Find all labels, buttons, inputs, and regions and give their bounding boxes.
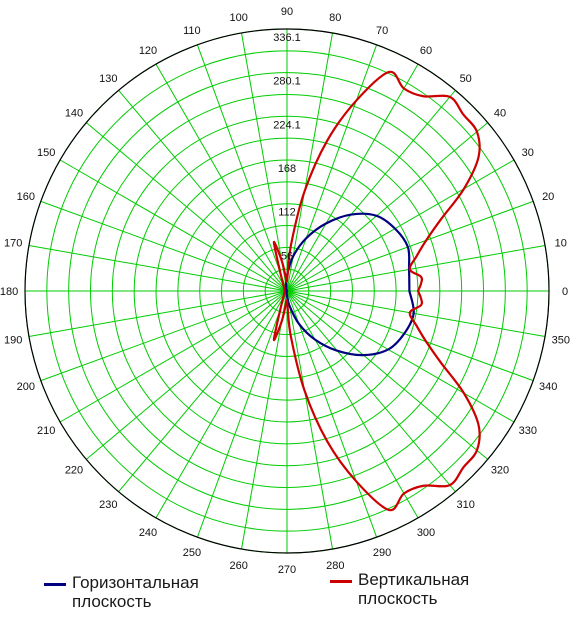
angular-grid-spoke <box>85 122 288 292</box>
legend-entry-vertical: Вертикальная плоскость <box>330 570 558 608</box>
angular-grid-spoke <box>241 32 288 292</box>
angular-grid-spoke <box>286 290 534 382</box>
angular-grid-spoke <box>59 159 288 292</box>
angular-tick-label: 0 <box>562 286 568 298</box>
angular-grid-spoke <box>286 122 489 292</box>
angular-tick-label: 180 <box>0 286 18 298</box>
angular-tick-label: 330 <box>519 425 537 437</box>
series-layer <box>272 70 481 512</box>
angular-tick-label: 130 <box>99 73 117 85</box>
angular-tick-label: 250 <box>183 547 201 559</box>
angular-tick-label: 140 <box>65 107 83 119</box>
angular-grid-spoke <box>85 290 288 460</box>
angular-grid-spoke <box>286 290 378 538</box>
angular-tick-label: 70 <box>376 25 388 37</box>
angular-grid-spoke <box>155 63 288 292</box>
angular-tick-label: 150 <box>37 147 55 159</box>
radial-tick-label: 280.1 <box>273 76 301 88</box>
angular-tick-label: 320 <box>491 465 509 477</box>
angular-tick-label: 10 <box>555 238 567 250</box>
angular-grid-spoke <box>286 159 515 292</box>
legend-label-horizontal-line2: плоскость <box>72 592 152 611</box>
angular-grid-spoke <box>286 200 534 292</box>
angular-grid-spoke <box>118 290 288 493</box>
angular-grid-spoke <box>286 245 546 292</box>
angular-tick-label: 300 <box>417 527 435 539</box>
angular-grid-spoke <box>286 63 419 292</box>
angular-tick-label: 260 <box>230 560 248 572</box>
angular-grid-spoke <box>286 290 419 519</box>
angular-grid-spoke <box>286 290 489 460</box>
angular-tick-label: 110 <box>183 25 201 37</box>
angular-tick-label: 220 <box>65 465 83 477</box>
angular-tick-label: 80 <box>329 12 341 24</box>
legend-swatch-vertical <box>330 580 352 583</box>
angular-tick-label: 240 <box>139 527 157 539</box>
angular-tick-label: 200 <box>17 381 35 393</box>
angular-tick-label: 270 <box>278 564 296 576</box>
angular-tick-label: 310 <box>457 499 475 511</box>
angular-grid-spoke <box>118 89 288 292</box>
legend-label-horizontal: Горизонтальная плоскость <box>72 573 272 611</box>
angular-grid-spoke <box>286 89 456 292</box>
angular-grid-spoke <box>155 290 288 519</box>
legend-entry-horizontal: Горизонтальная плоскость <box>44 573 272 611</box>
angular-tick-label: 40 <box>494 107 506 119</box>
angular-grid-spoke <box>286 290 333 550</box>
angular-tick-label: 90 <box>281 6 293 18</box>
angular-tick-label: 350 <box>552 334 570 346</box>
angular-grid-spoke <box>28 245 288 292</box>
angular-tick-label: 280 <box>326 560 344 572</box>
angular-grid-spoke <box>286 44 378 292</box>
angular-grid-spoke <box>286 32 333 292</box>
radial-tick-label: 336.1 <box>273 32 301 44</box>
radial-tick-label: 168 <box>278 163 296 175</box>
angular-tick-label: 120 <box>139 45 157 57</box>
angular-tick-label: 190 <box>4 334 22 346</box>
series-line-vertical <box>272 70 481 512</box>
angular-grid-spoke <box>286 290 546 337</box>
angular-grid-spoke <box>286 290 456 493</box>
radial-tick-label: 112 <box>278 207 296 219</box>
angular-tick-label: 340 <box>539 381 557 393</box>
angular-grid-spoke <box>59 290 288 423</box>
angular-grid-spoke <box>196 290 288 538</box>
series-line-horizontal <box>285 212 415 357</box>
angular-tick-label: 210 <box>37 425 55 437</box>
legend-label-vertical-line1: Вертикальная <box>358 570 470 589</box>
radial-tick-label: 56 <box>281 250 293 262</box>
legend-label-vertical: Вертикальная плоскость <box>358 570 558 608</box>
angular-grid-spoke <box>286 290 515 423</box>
angular-tick-label: 170 <box>4 238 22 250</box>
legend-label-horizontal-line1: Горизонтальная <box>72 573 199 592</box>
angular-tick-label: 50 <box>460 73 472 85</box>
angular-grid-spoke <box>28 290 288 337</box>
angular-tick-labels: 0 10 20 30 40 50 60 70 80 90 100 110 120 130 140 150 160… <box>0 6 570 576</box>
angular-grid-spoke <box>241 290 288 550</box>
outer-ring <box>24 28 550 554</box>
angular-grid-spoke <box>196 44 288 292</box>
angular-tick-label: 100 <box>230 12 248 24</box>
angular-tick-label: 290 <box>373 547 391 559</box>
angular-tick-label: 20 <box>542 191 554 203</box>
angular-grid-spoke <box>40 290 288 382</box>
angular-tick-label: 230 <box>99 499 117 511</box>
radial-tick-labels: 56 112 168 224.1 280.1 336.1 <box>273 32 301 262</box>
angular-tick-label: 30 <box>522 147 534 159</box>
radial-tick-label: 224.1 <box>273 119 301 131</box>
angular-tick-label: 60 <box>420 45 432 57</box>
legend-label-vertical-line2: плоскость <box>358 589 438 608</box>
angular-tick-label: 160 <box>17 191 35 203</box>
legend-swatch-horizontal <box>44 583 66 586</box>
angular-grid <box>25 29 549 553</box>
angular-grid-spoke <box>40 200 288 292</box>
